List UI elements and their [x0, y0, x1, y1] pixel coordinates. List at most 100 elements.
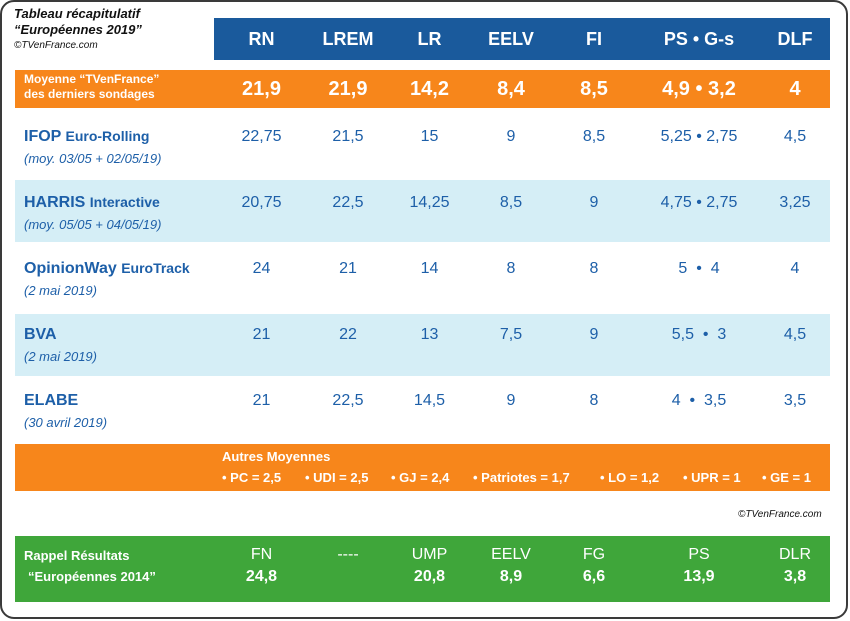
col-header-lrem: LREM	[322, 29, 374, 49]
average-label: Moyenne “TVenFrance” des derniers sondag…	[24, 72, 159, 102]
poll-value: 8	[506, 260, 516, 277]
recall-value	[309, 567, 387, 587]
average-value: 4,9 • 3,2	[662, 78, 736, 100]
col-header-fi: FI	[586, 29, 602, 49]
average-value: 8,5	[580, 78, 608, 100]
recall-value: 3,8	[783, 568, 807, 585]
recall-label-line1: Rappel Résultats	[24, 548, 130, 563]
col-header-rn: RN	[248, 29, 275, 49]
recall-label-line2: “Européennes 2014”	[28, 569, 156, 584]
recall-party: DLR	[778, 546, 811, 563]
recall-row	[15, 536, 830, 602]
poll-value: 8,5	[582, 128, 606, 145]
poll-value: 20,75	[241, 194, 282, 211]
poll-value: 14	[420, 260, 439, 277]
recall-party: ----	[337, 546, 359, 563]
col-header-dlf: DLF	[777, 29, 813, 49]
recall-party: PS	[688, 546, 710, 563]
poll-value: 9	[506, 128, 516, 145]
others-row	[15, 444, 830, 491]
recall-party: FG	[582, 546, 606, 563]
col-header-ps: PS • G-s	[663, 29, 735, 49]
average-value: 21,9	[242, 78, 281, 100]
pollster-ifop: IFOP Euro-Rolling	[24, 128, 150, 146]
poll-date: (2 mai 2019)	[24, 349, 97, 364]
poll-value: 21,5	[332, 128, 364, 145]
poll-value: 5,5 • 3	[671, 326, 727, 343]
row-band-bva	[15, 314, 830, 376]
pollster-name: BVA	[24, 326, 57, 343]
poll-date: (30 avril 2019)	[24, 415, 108, 430]
poll-date: (moy. 03/05 + 02/05/19)	[24, 151, 162, 166]
poll-value: 15	[420, 128, 439, 145]
poll-value: 14,25	[409, 194, 450, 211]
recall-value: 8,9	[499, 568, 523, 585]
poll-value: 7,5	[499, 326, 523, 343]
col-header-eelv: EELV	[488, 29, 534, 49]
poll-value: 4,5	[783, 128, 807, 145]
poll-value: 5,25 • 2,75	[660, 128, 738, 145]
poll-value: 8	[589, 260, 599, 277]
pollster-suffix: EuroTrack	[121, 260, 190, 276]
average-label-line2: des derniers sondages	[24, 87, 155, 101]
recall-value: 20,8	[413, 568, 446, 585]
poll-date: (moy. 05/05 + 04/05/19)	[24, 217, 162, 232]
pollster-harris: HARRIS Interactive	[24, 194, 160, 212]
poll-value: 8,5	[499, 194, 523, 211]
pollster-name: HARRIS	[24, 194, 86, 211]
row-band-harris	[15, 180, 830, 242]
others-item: • UPR = 1	[683, 470, 741, 485]
title-line1: Tableau récapitulatif	[14, 6, 140, 21]
pollster-elabe: ELABE	[24, 392, 78, 410]
poll-value: 5 • 4	[678, 260, 720, 277]
poll-date: (2 mai 2019)	[24, 283, 97, 298]
col-header-lr: LR	[417, 29, 442, 49]
poll-value: 8	[589, 392, 599, 409]
others-item: • LO = 1,2	[600, 470, 660, 485]
header-row: RN LREM LR EELV FI PS • G-s DLF	[214, 18, 830, 60]
poll-value: 21	[339, 260, 357, 277]
others-item: • GJ = 2,4	[391, 470, 450, 485]
recall-value: 13,9	[683, 568, 715, 585]
recall-party: FN	[250, 546, 273, 563]
title-line2: “Européennes 2019”	[14, 22, 142, 37]
average-label-line1: Moyenne “TVenFrance”	[24, 72, 160, 86]
poll-value: 4 • 3,5	[671, 392, 727, 409]
poll-value: 4,5	[783, 326, 807, 343]
poll-value: 4	[790, 260, 800, 277]
poll-value: 14,5	[413, 392, 446, 409]
poll-value: 3,25	[779, 194, 811, 211]
average-value: 21,9	[328, 78, 368, 100]
pollster-name: ELABE	[24, 392, 79, 409]
poll-value: 9	[506, 392, 516, 409]
pollster-name: OpinionWay	[24, 260, 117, 277]
average-row	[15, 70, 830, 108]
pollster-name: IFOP	[24, 128, 62, 145]
others-item: • UDI = 2,5	[305, 470, 369, 485]
others-item: • GE = 1	[762, 470, 811, 485]
poll-value: 22,75	[241, 128, 282, 145]
others-title: Autres Moyennes	[222, 449, 331, 464]
recall-value: 6,6	[582, 568, 606, 585]
recall-party: UMP	[411, 546, 448, 563]
average-value: 14,2	[410, 78, 449, 100]
pollster-bva: BVA	[24, 326, 57, 344]
poll-value: 21	[252, 392, 271, 409]
poll-value: 9	[589, 194, 599, 211]
pollster-suffix: Euro-Rolling	[65, 128, 150, 144]
poll-value: 21	[252, 326, 271, 343]
poll-value: 9	[589, 326, 599, 343]
others-item: • PC = 2,5	[222, 470, 282, 485]
recall-value: 24,8	[245, 568, 278, 585]
average-value: 4	[789, 78, 801, 100]
poll-value: 4,75 • 2,75	[660, 194, 738, 211]
poll-value: 22,5	[332, 194, 364, 211]
title-credit: ©TVenFrance.com	[14, 40, 98, 51]
recall-party: EELV	[491, 546, 531, 563]
credit-text: ©TVenFrance.com	[738, 509, 822, 520]
poll-value: 24	[252, 260, 271, 277]
pollster-opinionway: OpinionWay EuroTrack	[24, 260, 190, 278]
poll-value: 22	[339, 326, 357, 343]
average-value: 8,4	[497, 78, 525, 100]
